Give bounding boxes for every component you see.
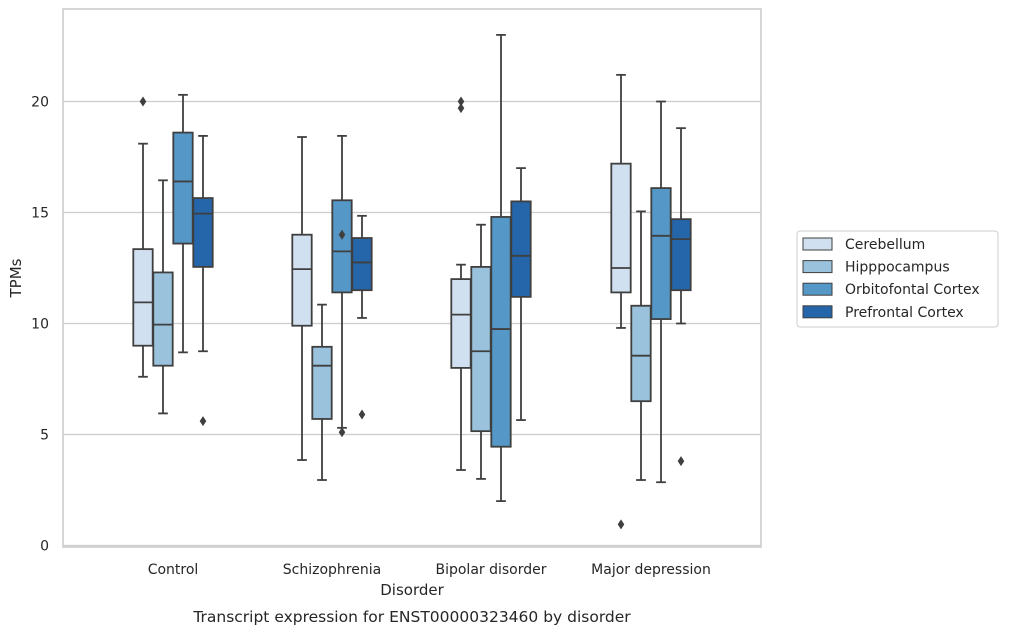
box-hipppocampus bbox=[630, 210, 652, 481]
box-prefrontal-cortex bbox=[670, 127, 692, 467]
box-body bbox=[331, 199, 353, 294]
box-cerebellum bbox=[450, 96, 472, 471]
box-body bbox=[490, 216, 512, 448]
x-axis-label: Disorder bbox=[380, 581, 444, 599]
box-body bbox=[351, 237, 373, 292]
outlier-point bbox=[617, 519, 625, 530]
outlier-point bbox=[338, 229, 346, 240]
legend-swatch bbox=[802, 237, 833, 251]
legend-swatch bbox=[802, 260, 833, 274]
box-body bbox=[311, 345, 333, 420]
box-body bbox=[132, 248, 154, 347]
box-orbitofontal-cortex bbox=[172, 93, 194, 354]
y-tick-label: 15 bbox=[31, 206, 49, 222]
box-hipppocampus bbox=[152, 179, 174, 415]
box-cerebellum bbox=[610, 73, 632, 530]
box-body bbox=[152, 271, 174, 367]
box-body bbox=[291, 233, 313, 327]
outlier-point bbox=[338, 427, 346, 438]
x-tick-label: Control bbox=[148, 562, 199, 578]
box-body bbox=[670, 218, 692, 292]
legend-frame bbox=[796, 230, 999, 328]
outlier-point bbox=[199, 416, 207, 427]
box-hipppocampus bbox=[311, 303, 333, 481]
box-prefrontal-cortex bbox=[192, 135, 214, 427]
x-tick-labels: Control Schizophrenia Bipolar disorder Majo… bbox=[148, 562, 711, 578]
x-tick-label: Bipolar disorder bbox=[435, 562, 546, 578]
outlier-point bbox=[677, 456, 685, 467]
y-tick-label: 0 bbox=[40, 539, 49, 555]
legend-swatch bbox=[802, 305, 833, 319]
legend-label: Orbitofontal Cortex bbox=[845, 282, 980, 298]
box-orbitofontal-cortex bbox=[331, 135, 353, 438]
y-axis-label: TPMs bbox=[7, 258, 25, 298]
box-cerebellum bbox=[291, 136, 313, 461]
box-body bbox=[630, 304, 652, 403]
y-tick-label: 20 bbox=[31, 95, 49, 111]
outlier-point bbox=[139, 96, 147, 107]
legend-label: Cerebellum bbox=[845, 237, 925, 253]
box-series bbox=[132, 34, 692, 530]
box-body bbox=[470, 265, 492, 433]
box-body bbox=[192, 197, 214, 268]
y-tick-labels: 0 5 10 15 20 bbox=[31, 95, 49, 555]
x-tick-label: Major depression bbox=[591, 562, 711, 578]
box-body bbox=[510, 200, 532, 298]
outlier-point bbox=[457, 96, 465, 107]
box-body bbox=[610, 162, 632, 294]
box-cerebellum bbox=[132, 96, 154, 378]
legend-swatch bbox=[802, 282, 833, 296]
box-body bbox=[172, 131, 194, 245]
y-tick-label: 10 bbox=[31, 317, 49, 333]
box-prefrontal-cortex bbox=[510, 167, 532, 421]
box-body bbox=[450, 278, 472, 369]
plot-area bbox=[62, 8, 762, 548]
chart-caption: Transcript expression for ENST0000032346… bbox=[192, 608, 631, 626]
legend-label: Hipppocampus bbox=[845, 260, 950, 276]
grid-lines bbox=[63, 100, 761, 547]
legend: Cerebellum Hipppocampus Orbitofontal Corte… bbox=[796, 230, 999, 328]
outlier-point bbox=[457, 103, 465, 114]
y-tick-label: 5 bbox=[40, 428, 49, 444]
box-orbitofontal-cortex bbox=[490, 34, 512, 503]
box-prefrontal-cortex bbox=[351, 214, 373, 420]
legend-label: Prefrontal Cortex bbox=[845, 305, 964, 321]
box-body bbox=[650, 187, 672, 320]
outlier-point bbox=[358, 409, 366, 420]
x-tick-label: Schizophrenia bbox=[283, 562, 381, 578]
